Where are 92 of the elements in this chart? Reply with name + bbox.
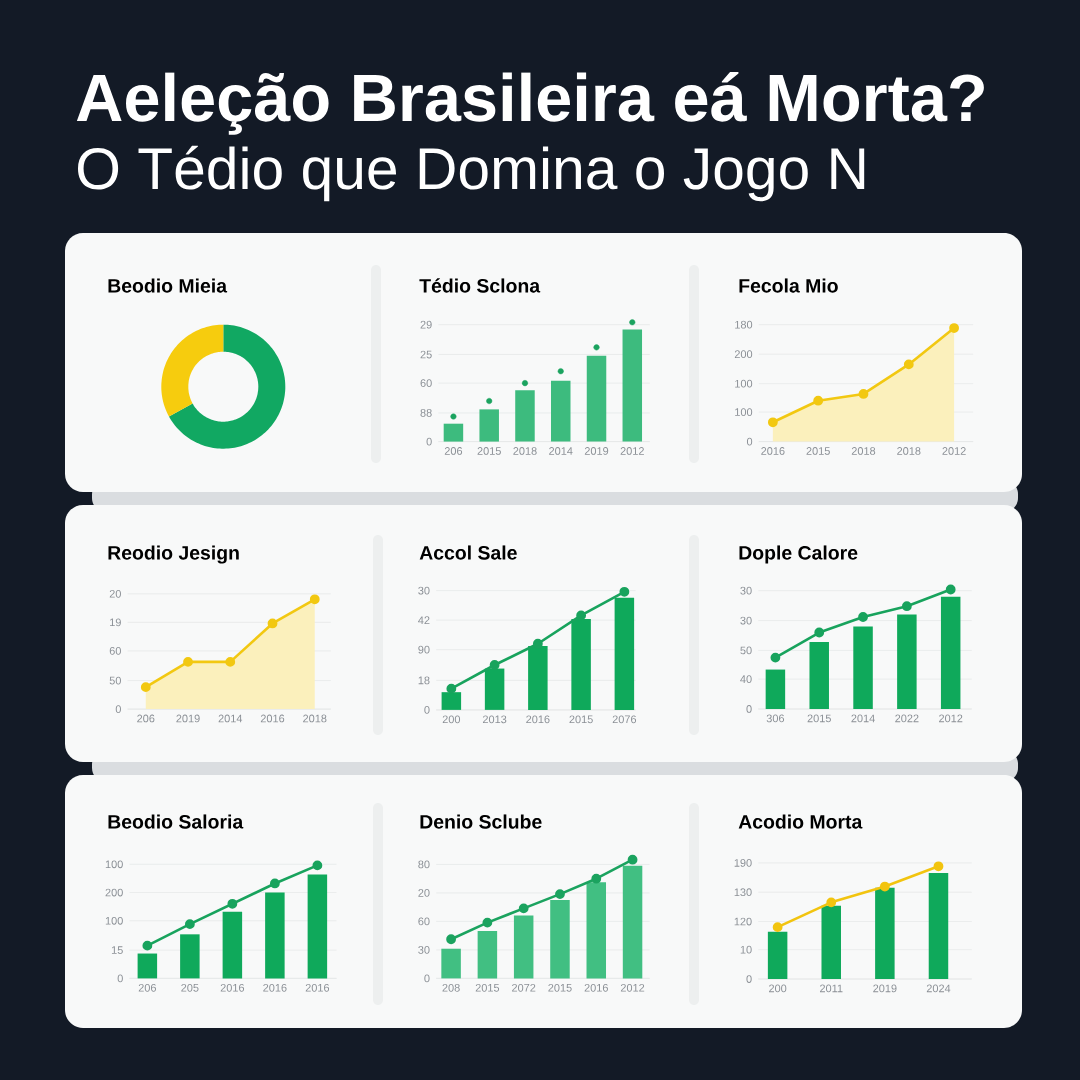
x-tick-label: 2014 xyxy=(851,714,875,723)
x-tick-label: 206 xyxy=(137,714,155,723)
text: 30 xyxy=(740,586,752,595)
x-tick-label: 2016 xyxy=(526,715,550,724)
text: 80 xyxy=(418,860,430,869)
chart-title: Fecola Mio xyxy=(739,278,838,293)
x-tick-label: 2016 xyxy=(305,983,330,992)
x-tick-label: 2018 xyxy=(303,714,327,723)
text: 90 xyxy=(418,645,430,654)
x-tick-label: 200 xyxy=(769,984,787,993)
x-tick-label: 2012 xyxy=(942,447,966,455)
text: 19 xyxy=(110,618,121,627)
x-tick-label: 306 xyxy=(766,714,785,723)
text: 190 xyxy=(734,859,752,867)
x-tick-label: 2016 xyxy=(263,983,287,992)
text: 20 xyxy=(418,889,430,897)
chart-title: Accol Sale xyxy=(419,545,517,560)
x-tick-label: 2014 xyxy=(218,714,243,723)
x-tick-label: 2016 xyxy=(761,447,785,455)
text: 200 xyxy=(105,888,123,897)
text: Aeleção Brasileira eá Morta? xyxy=(76,72,984,135)
x-tick-label: 2018 xyxy=(851,447,876,455)
text: 0 xyxy=(117,974,123,983)
text: 0 xyxy=(426,437,432,446)
x-tick-label: 206 xyxy=(138,983,157,992)
text: 100 xyxy=(105,860,123,869)
x-tick-label: 2015 xyxy=(548,983,572,992)
text: 20 xyxy=(109,589,121,598)
text: 50 xyxy=(740,646,752,655)
x-tick-label: 2016 xyxy=(584,983,608,992)
text: 18 xyxy=(418,676,430,685)
x-tick-label: 205 xyxy=(181,983,199,992)
chart-title: Tédio Sclona xyxy=(419,278,541,293)
x-tick-label: 2015 xyxy=(477,447,501,455)
x-tick-label: 206 xyxy=(444,447,463,455)
chart-title: Reodio Jesign xyxy=(108,545,239,564)
x-tick-label: 2013 xyxy=(482,715,507,724)
text: 60 xyxy=(420,379,432,388)
text: 15 xyxy=(111,946,123,954)
text: 40 xyxy=(740,675,752,683)
x-tick-label: 2018 xyxy=(897,447,921,455)
text: 120 xyxy=(734,917,752,926)
x-tick-label: 2019 xyxy=(176,714,200,723)
text: 100 xyxy=(735,408,753,416)
text: 25 xyxy=(420,350,432,359)
text: 200 xyxy=(734,350,753,359)
text: 0 xyxy=(746,437,753,446)
x-tick-label: 2072 xyxy=(512,983,536,992)
chart-title: Dople Calore xyxy=(739,545,858,564)
text: 0 xyxy=(424,706,430,714)
text: O Tédio que Domina o Jogo N xyxy=(77,145,865,202)
x-tick-label: 2012 xyxy=(620,447,644,455)
text: 60 xyxy=(109,647,121,655)
text: 30 xyxy=(418,946,430,954)
x-tick-label: 200 xyxy=(442,715,461,724)
text: 0 xyxy=(746,705,752,713)
x-tick-label: 2022 xyxy=(895,714,919,723)
x-tick-label: 2015 xyxy=(806,447,830,455)
text: 100 xyxy=(735,379,753,388)
chart-title: Beodio Mieia xyxy=(108,278,228,293)
x-tick-label: 2019 xyxy=(584,447,609,455)
x-tick-label: 2012 xyxy=(939,714,963,723)
text: 0 xyxy=(115,705,121,713)
text: 100 xyxy=(105,916,123,925)
text: 50 xyxy=(109,676,121,685)
chart-title: Acodio Morta xyxy=(738,814,863,829)
text: 0 xyxy=(424,974,430,983)
x-tick-label: 2015 xyxy=(475,983,500,992)
x-tick-label: 2015 xyxy=(807,714,831,723)
x-tick-label: 2014 xyxy=(549,447,573,455)
x-tick-label: 2019 xyxy=(873,984,897,993)
text: 88 xyxy=(420,409,432,417)
chart-title: Beodio Saloria xyxy=(108,814,244,829)
text: 42 xyxy=(418,616,430,624)
x-tick-label: 2016 xyxy=(260,714,285,723)
text: 0 xyxy=(746,975,752,983)
x-tick-label: 2016 xyxy=(220,983,245,992)
text: 30 xyxy=(740,616,752,625)
text: 130 xyxy=(734,888,752,897)
x-tick-label: 2024 xyxy=(926,984,951,993)
text: 30 xyxy=(418,586,430,595)
text: 180 xyxy=(735,320,753,329)
x-tick-label: 2011 xyxy=(820,984,843,993)
text: 10 xyxy=(740,945,752,954)
x-tick-label: 208 xyxy=(442,983,460,992)
x-tick-label: 2018 xyxy=(513,447,537,455)
x-tick-label: 2015 xyxy=(569,715,593,724)
chart-title: Denio Sclube xyxy=(420,814,542,829)
x-tick-label: 2076 xyxy=(612,715,637,724)
x-tick-label: 2012 xyxy=(620,983,645,992)
text: 29 xyxy=(420,320,432,329)
text: 60 xyxy=(418,917,430,926)
